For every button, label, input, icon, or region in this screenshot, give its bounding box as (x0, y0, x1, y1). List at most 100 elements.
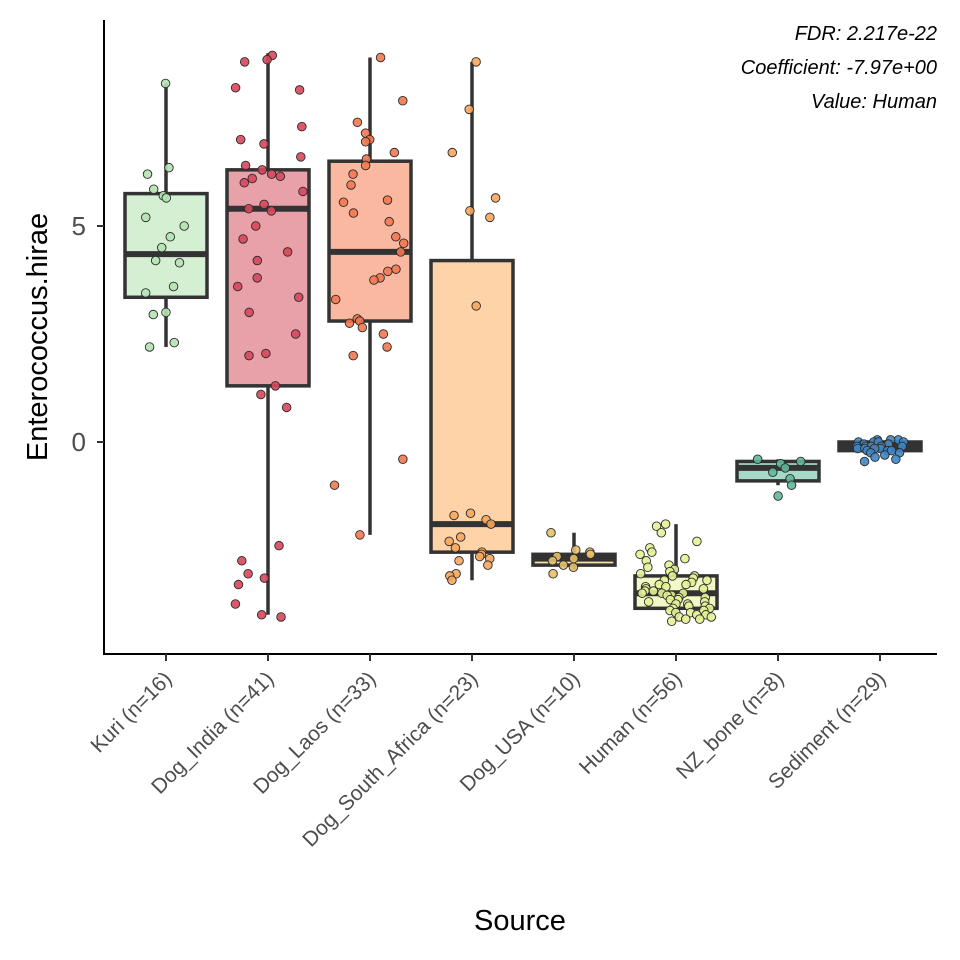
data-point (174, 257, 185, 268)
data-point (450, 543, 461, 553)
data-point (382, 195, 393, 205)
data-point (247, 173, 257, 184)
data-point (768, 467, 778, 477)
box-group-0 (123, 78, 209, 352)
data-point (465, 206, 475, 216)
data-point (348, 350, 358, 361)
data-point (275, 171, 286, 182)
data-point (296, 152, 306, 162)
data-point (237, 556, 247, 566)
data-point (251, 221, 261, 231)
data-point (150, 255, 161, 266)
data-point (369, 275, 379, 285)
data-point (230, 599, 241, 609)
data-point (243, 203, 254, 214)
data-point (571, 545, 581, 555)
data-point (389, 147, 400, 158)
data-point (266, 206, 277, 216)
data-point (444, 536, 454, 547)
data-point (235, 134, 246, 145)
data-point (144, 342, 155, 352)
data-point (338, 197, 349, 207)
data-point (490, 193, 501, 203)
data-point (276, 612, 286, 622)
data-point (164, 162, 174, 173)
data-point (329, 480, 340, 490)
data-point (667, 571, 678, 581)
x-tick-label: Human (n=56) (575, 667, 687, 779)
data-point (148, 184, 159, 195)
data-point (281, 402, 292, 413)
data-point (880, 450, 890, 460)
data-point (568, 553, 579, 564)
data-point (344, 318, 355, 328)
box (123, 191, 209, 300)
data-point (165, 232, 176, 242)
data-point (360, 137, 371, 147)
data-point (256, 389, 266, 400)
data-point (449, 510, 459, 521)
data-point (156, 242, 167, 253)
data-point (666, 616, 677, 627)
box-group-6 (735, 454, 821, 501)
box (327, 159, 413, 323)
data-point (585, 549, 596, 560)
data-point (261, 348, 271, 359)
data-point (252, 273, 262, 283)
data-point (179, 221, 189, 231)
data-point (486, 519, 496, 529)
data-point (635, 569, 646, 579)
data-point (348, 208, 359, 218)
data-point (330, 294, 341, 305)
data-point (168, 281, 179, 292)
data-point (238, 234, 248, 244)
data-point (140, 288, 151, 298)
data-point (239, 57, 250, 67)
data-point (483, 560, 493, 570)
data-point (348, 169, 358, 179)
data-point (378, 329, 389, 339)
data-point (239, 178, 250, 188)
annotation-fdr: FDR: 2.217e-22 (795, 23, 937, 45)
annotations: FDR: 2.217e-22 Coefficient: -7.97e+00 Va… (741, 23, 937, 113)
data-point (240, 160, 251, 171)
y-ticks: 05 (72, 211, 104, 457)
data-point (169, 337, 180, 348)
data-point (290, 329, 301, 339)
box-group-1 (225, 50, 311, 622)
data-point (780, 463, 791, 473)
data-point (256, 610, 267, 620)
data-point (635, 549, 645, 560)
data-point (698, 584, 709, 594)
data-point (680, 614, 691, 624)
data-point (485, 212, 495, 223)
data-point (360, 160, 371, 171)
data-point (680, 553, 690, 564)
data-point (252, 255, 263, 266)
data-point (384, 216, 394, 227)
data-point (142, 169, 153, 179)
data-point (870, 452, 880, 462)
data-point (660, 519, 671, 529)
data-point (694, 614, 705, 624)
plot-marks (123, 50, 923, 627)
box-group-4 (531, 527, 617, 579)
data-point (395, 247, 406, 257)
data-point (643, 562, 653, 573)
x-tick-label: NZ_bone (n=8) (672, 667, 789, 784)
data-point (270, 381, 281, 391)
data-point (692, 536, 702, 547)
data-point (141, 212, 151, 223)
box-group-2 (327, 52, 413, 540)
data-point (161, 193, 172, 203)
data-point (547, 556, 558, 566)
data-point (293, 292, 304, 303)
data-point (471, 57, 481, 67)
data-point (891, 454, 901, 465)
data-point (651, 521, 662, 531)
data-point (160, 78, 171, 89)
data-point (262, 54, 272, 65)
x-axis-title: Source (474, 905, 566, 937)
data-point (244, 350, 254, 361)
